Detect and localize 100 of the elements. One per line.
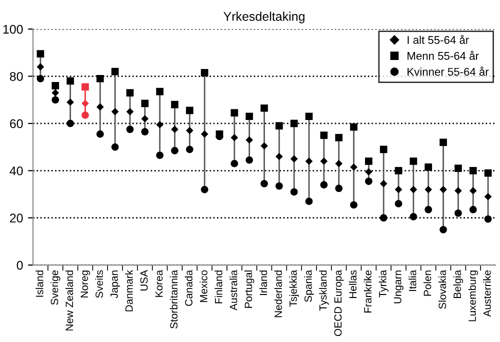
- point: [275, 152, 283, 160]
- point: [82, 112, 89, 119]
- x-tick-label: Hellas: [348, 270, 357, 298]
- x-tick-label: Irland: [259, 270, 268, 296]
- x-tick-label: Polen: [424, 270, 432, 296]
- chart-title: Yrkesdeltaking: [224, 12, 304, 24]
- point: [410, 213, 418, 220]
- x-tick-label: Ungarn: [394, 270, 404, 304]
- point: [246, 112, 254, 120]
- point: [186, 106, 194, 114]
- point: [111, 143, 119, 151]
- x-tick-label: Frankrike: [364, 270, 372, 312]
- x-tick-label: Finland: [214, 270, 222, 304]
- x-tick-label: Tsjekkia: [289, 270, 299, 307]
- point: [410, 158, 418, 165]
- x-tick-label: Mexico: [200, 270, 208, 302]
- point: [365, 178, 372, 185]
- point: [440, 186, 447, 194]
- point: [52, 96, 60, 104]
- point: [171, 126, 178, 134]
- legend-label: I alt 55-64 år: [408, 34, 469, 44]
- point: [320, 132, 328, 139]
- point: [275, 122, 283, 130]
- point: [469, 166, 477, 174]
- point: [380, 146, 388, 154]
- legend-label: Kvinner 55-64 år: [408, 66, 489, 76]
- point: [350, 163, 358, 171]
- point: [230, 109, 238, 117]
- point: [380, 214, 388, 222]
- point: [186, 146, 194, 154]
- point: [66, 120, 74, 128]
- point: [200, 130, 208, 138]
- point: [66, 98, 74, 106]
- point: [365, 168, 372, 176]
- point: [200, 69, 208, 76]
- point: [111, 68, 119, 76]
- legend-label: Menn 55-64 år: [408, 50, 479, 60]
- point: [156, 88, 164, 96]
- point: [275, 182, 283, 190]
- point: [335, 134, 343, 142]
- x-tick-label: Danmark: [125, 270, 133, 312]
- x-tick-label: OECD Europa: [334, 270, 344, 336]
- x-tick-label: Japan: [110, 270, 120, 298]
- point: [36, 63, 44, 70]
- y-tick-label: 60: [10, 119, 23, 128]
- point: [454, 209, 462, 217]
- point: [126, 126, 134, 134]
- point: [394, 200, 402, 208]
- point: [394, 166, 402, 174]
- point: [111, 108, 119, 116]
- point: [440, 138, 447, 146]
- point: [246, 136, 254, 144]
- x-tick-label: Canada: [184, 270, 192, 306]
- point: [305, 112, 313, 120]
- point: [320, 181, 328, 188]
- point: [469, 206, 477, 214]
- point: [454, 164, 462, 172]
- point: [141, 128, 149, 136]
- point: [171, 146, 178, 154]
- x-tick-label: Storbritannia: [170, 270, 178, 328]
- point: [126, 89, 134, 96]
- point: [335, 184, 343, 192]
- point: [335, 160, 343, 168]
- point: [156, 152, 164, 159]
- y-tick-label: 0: [16, 260, 23, 270]
- point: [290, 188, 298, 196]
- point: [454, 187, 462, 194]
- point: [290, 155, 298, 163]
- point: [290, 120, 298, 128]
- point: [82, 83, 89, 91]
- x-tick-label: Slovakia: [438, 270, 446, 309]
- point: [82, 100, 89, 108]
- point: [484, 169, 492, 177]
- point: [484, 215, 492, 223]
- point: [200, 186, 208, 194]
- point: [126, 108, 134, 116]
- x-tick-label: USA: [140, 270, 148, 291]
- point: [305, 198, 313, 206]
- x-tick-label: Portugal: [244, 270, 254, 308]
- point: [484, 192, 492, 200]
- x-tick-label: Sveits: [95, 270, 103, 298]
- point: [141, 115, 149, 122]
- point: [96, 74, 104, 82]
- x-tick-label: Austerrike: [483, 270, 491, 317]
- x-tick-label: Nederland: [274, 270, 282, 318]
- x-tick-label: Sverige: [50, 270, 60, 305]
- point: [380, 180, 388, 188]
- x-tick-label: Tyrkia: [378, 270, 388, 298]
- x-tick-label: Luxemburg: [468, 270, 478, 322]
- x-tick-label: Tyskland: [319, 270, 329, 311]
- point: [260, 142, 268, 150]
- x-tick-label: Italia: [408, 270, 416, 291]
- x-tick-label: Korea: [155, 270, 163, 297]
- y-tick-label: 100: [3, 24, 23, 34]
- point: [96, 103, 104, 111]
- point: [52, 82, 60, 90]
- point: [440, 226, 447, 234]
- x-tick-label: Noreg: [80, 270, 90, 298]
- point: [186, 126, 194, 134]
- point: [230, 134, 238, 142]
